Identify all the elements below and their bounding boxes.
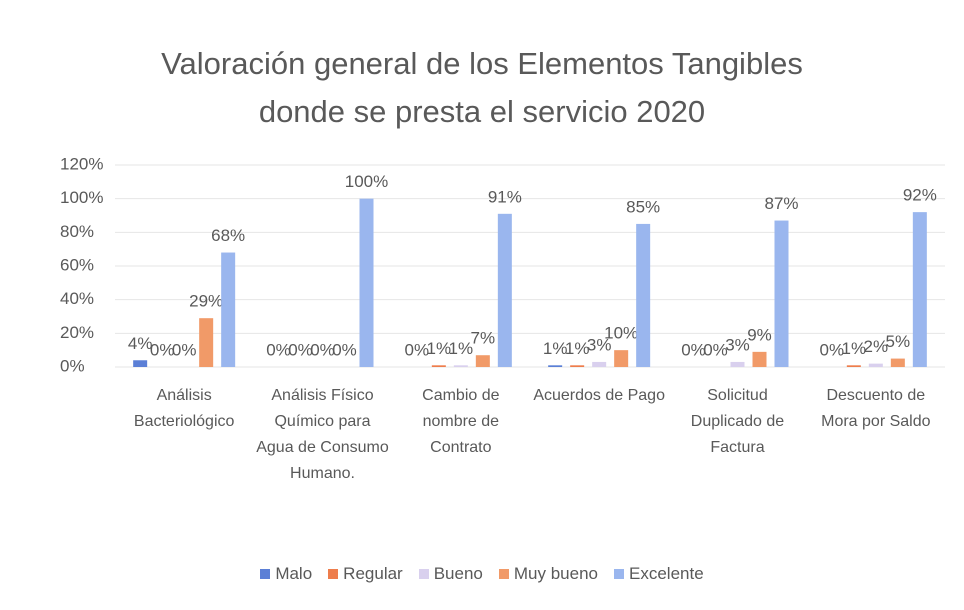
legend-label: Excelente <box>629 564 704 583</box>
y-tick-label: 120% <box>60 154 103 173</box>
bar <box>912 212 927 367</box>
data-label: 87% <box>764 194 798 213</box>
x-tick-label: Cambio de nombre de Contrato <box>422 387 500 456</box>
legend-swatch <box>614 569 625 579</box>
data-label: 100% <box>345 172 388 191</box>
x-tick-label: Acuerdos de Pago <box>533 387 665 404</box>
bar <box>359 198 374 367</box>
legend-item: Excelente <box>614 564 704 584</box>
legend-swatch <box>260 569 271 579</box>
bar <box>133 360 148 367</box>
data-label: 92% <box>903 186 937 205</box>
legend-item: Malo <box>260 564 312 584</box>
data-label: 1% <box>565 339 590 358</box>
legend-swatch <box>498 569 509 579</box>
bar <box>431 365 446 367</box>
bar <box>475 355 490 367</box>
bar <box>868 363 883 367</box>
bar <box>570 365 585 367</box>
data-label: 0% <box>288 340 313 359</box>
bar <box>592 361 607 367</box>
data-label: 1% <box>427 339 452 358</box>
data-label: 10% <box>604 324 638 343</box>
data-label: 3% <box>587 335 612 354</box>
data-label: 3% <box>725 335 750 354</box>
data-label: 9% <box>747 325 772 344</box>
x-tick-label: Solicitud Duplicado de Factura <box>690 387 785 456</box>
data-label: 1% <box>543 339 568 358</box>
bar <box>846 365 861 367</box>
data-label: 0% <box>266 340 291 359</box>
bar <box>548 365 563 367</box>
legend: Malo Regular Bueno Muy bueno Excelente <box>0 564 964 584</box>
data-label: 0% <box>310 340 335 359</box>
legend-label: Regular <box>343 564 403 583</box>
data-label: 91% <box>488 187 522 206</box>
legend-item: Regular <box>328 564 403 584</box>
bar <box>453 365 468 367</box>
bar <box>752 351 767 367</box>
x-tick-label: Análisis Físico Químico para Agua de Con… <box>256 387 389 482</box>
bar <box>614 350 629 367</box>
data-label: 7% <box>471 329 496 348</box>
data-label: 0% <box>681 340 706 359</box>
y-tick-label: 40% <box>60 289 94 308</box>
data-label: 0% <box>150 340 175 359</box>
legend-swatch <box>418 569 429 579</box>
legend-label: Malo <box>275 564 313 583</box>
data-label: 0% <box>405 340 430 359</box>
y-tick-label: 100% <box>60 188 103 207</box>
y-tick-label: 60% <box>60 255 94 274</box>
data-label: 0% <box>172 340 197 359</box>
legend-swatch <box>328 569 339 579</box>
data-label: 0% <box>332 340 357 359</box>
data-label: 4% <box>128 334 153 353</box>
data-label: 29% <box>189 292 223 311</box>
y-tick-label: 80% <box>60 222 94 241</box>
bar <box>636 223 651 367</box>
legend-item: Bueno <box>418 564 483 584</box>
data-label: 85% <box>626 197 660 216</box>
y-tick-label: 20% <box>60 323 94 342</box>
x-tick-label: Descuento de Mora por Saldo <box>821 387 931 430</box>
data-label: 0% <box>820 340 845 359</box>
bar <box>497 213 512 367</box>
bar <box>774 220 789 367</box>
bar <box>730 361 745 367</box>
data-label: 68% <box>211 226 245 245</box>
data-label: 1% <box>449 339 474 358</box>
data-label: 1% <box>842 339 867 358</box>
legend-label: Muy bueno <box>513 564 599 583</box>
data-label: 2% <box>864 337 889 356</box>
chart-title: Valoración general de los Elementos Tang… <box>161 46 803 129</box>
x-tick-label: Análisis Bacteriológico <box>133 387 235 430</box>
legend-item: Muy bueno <box>498 564 599 584</box>
data-label: 5% <box>886 332 911 351</box>
legend-label: Bueno <box>433 564 483 583</box>
y-tick-label: 0% <box>60 356 85 375</box>
bar <box>890 358 905 367</box>
bar <box>221 252 236 367</box>
data-label: 0% <box>703 340 728 359</box>
bar <box>199 318 214 367</box>
